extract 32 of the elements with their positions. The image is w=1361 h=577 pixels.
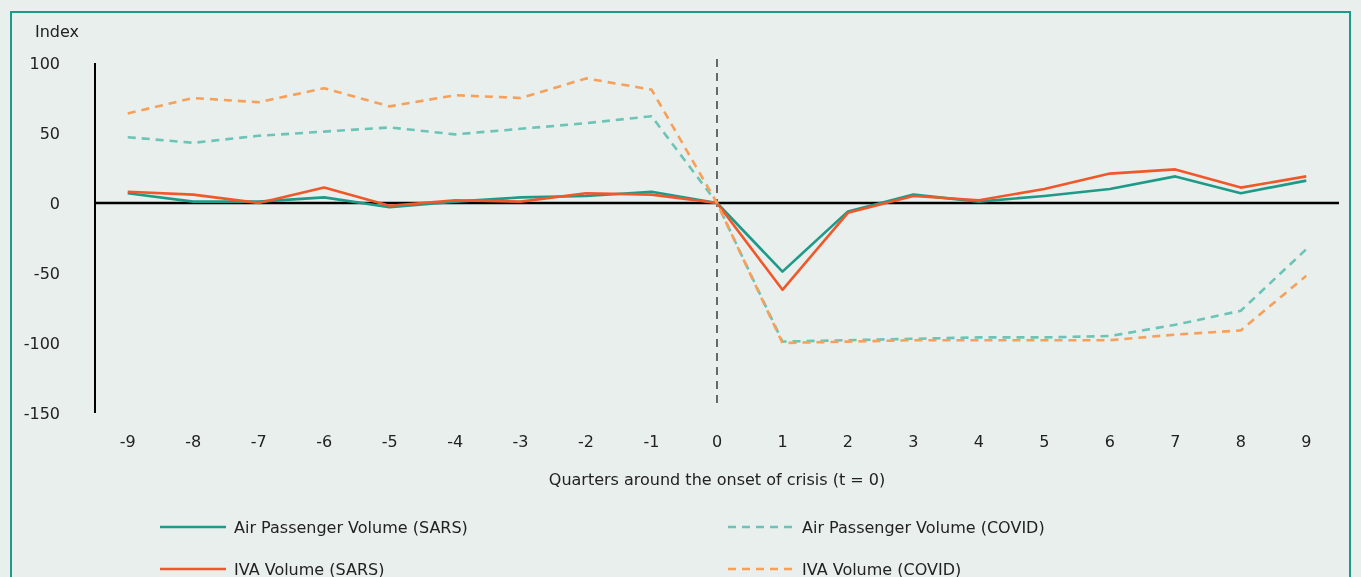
legend-label: Air Passenger Volume (COVID) [802,517,1045,537]
y-tick-label: 50 [39,123,60,143]
x-tick-label: 7 [1170,432,1181,451]
legend-label: IVA Volume (SARS) [234,559,385,577]
y-tick-label: -100 [23,333,60,353]
y-tick-label: -50 [33,263,60,283]
x-tick-label: 2 [842,432,854,451]
x-tick-label: -2 [578,432,595,451]
x-tick-label: 4 [973,432,984,451]
x-tick-label: 6 [1104,432,1115,451]
x-tick-label: -7 [250,432,267,451]
x-tick-label: -5 [381,432,398,451]
x-tick-label: 9 [1301,432,1312,451]
legend-label: Air Passenger Volume (SARS) [234,517,468,537]
x-tick-label: -1 [643,432,660,451]
x-tick-label: -3 [512,432,529,451]
x-tick-label: 0 [711,432,723,451]
y-tick-label: 100 [29,53,60,73]
x-axis-title: Quarters around the onset of crisis (t = 0) [548,470,886,489]
y-tick-label: -150 [23,403,60,423]
x-tick-label: -6 [316,432,333,451]
x-tick-label: 8 [1235,432,1246,451]
y-tick-label: 0 [49,193,60,213]
x-tick-label: 1 [777,432,788,451]
x-tick-label: -4 [447,432,464,451]
x-tick-label: 5 [1039,432,1050,451]
y-axis-title: Index [35,22,80,41]
line-series [126,168,1308,292]
x-tick-label: -8 [185,432,202,451]
x-tick-label: 3 [908,432,919,451]
legend-label: IVA Volume (COVID) [802,559,962,577]
x-tick-label: -9 [119,432,136,451]
